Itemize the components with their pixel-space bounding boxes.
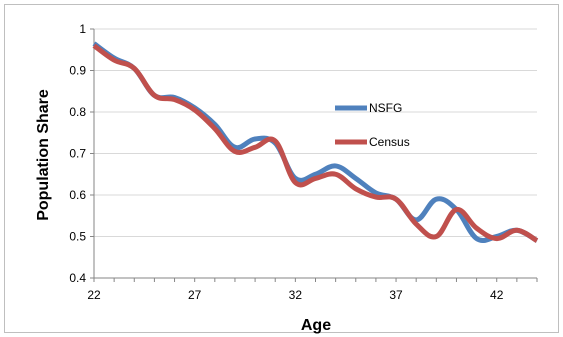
y-tick-label: 0.5 [69,230,86,244]
x-tick-label: 27 [188,288,202,302]
x-tick-label: 32 [289,288,303,302]
axes [90,28,538,282]
series-lines [92,41,539,244]
series-line-nsfg [92,41,539,244]
y-tick-label: 0.8 [69,105,86,119]
y-tick-labels: 0.4 0.5 0.6 0.7 0.8 0.9 1 [69,22,86,285]
series-line-census [92,43,539,243]
y-tick-label: 0.7 [69,147,86,161]
legend-label-census: Census [369,135,410,149]
y-tick-label: 0.4 [69,271,86,285]
x-tick-labels: 22 27 32 37 42 [87,288,503,302]
y-tick-label: 0.6 [69,188,86,202]
x-axis-title: Age [301,317,331,334]
y-axis-title: Population Share [35,89,52,221]
gridlines [94,28,537,237]
x-tick-label: 37 [389,288,403,302]
legend: NSFG Census [335,101,410,149]
y-tick-label: 0.9 [69,64,86,78]
x-tick-label: 22 [87,288,101,302]
x-tick-label: 42 [490,288,504,302]
legend-label-nsfg: NSFG [369,101,402,115]
y-tick-label: 1 [79,22,86,36]
